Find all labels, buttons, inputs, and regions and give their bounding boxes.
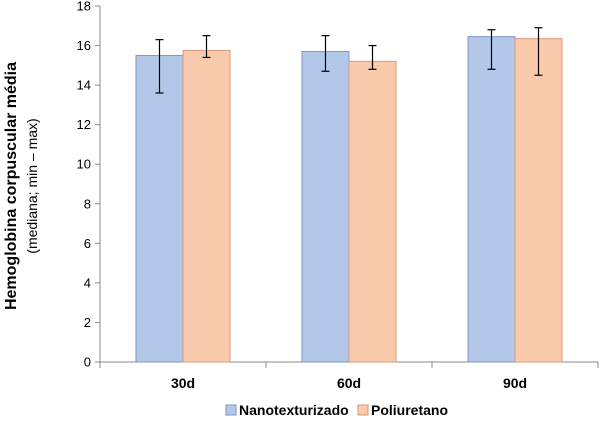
y-tick-label: 8 <box>84 196 91 211</box>
x-tick-label: 30d <box>171 375 195 391</box>
x-axis: 30d 60d 90d <box>99 361 599 391</box>
bar <box>301 50 350 363</box>
y-tick-label: 2 <box>84 315 91 330</box>
y-tick-label: 10 <box>77 157 91 172</box>
y-axis: 0 2 4 6 8 10 12 14 16 18 <box>77 0 101 370</box>
y-axis-sublabel: (mediana; min – max) <box>24 118 40 253</box>
legend-swatch <box>225 404 237 416</box>
y-axis-title: Hemoglobina corpuscular média (mediana; … <box>3 62 40 310</box>
bar <box>135 54 184 363</box>
bar <box>467 36 516 363</box>
legend-label: Nanotexturizado <box>239 402 349 418</box>
legend-label: Poliuretano <box>371 402 448 418</box>
bar <box>514 38 563 363</box>
x-tick-label: 60d <box>337 375 361 391</box>
y-tick-label: 16 <box>77 38 91 53</box>
y-tick-label: 12 <box>77 117 91 132</box>
legend: Nanotexturizado Poliuretano <box>225 402 448 418</box>
x-tick-label: 90d <box>503 375 527 391</box>
legend-swatch <box>357 404 369 416</box>
error-bars <box>155 27 543 94</box>
y-tick-label: 14 <box>77 78 91 93</box>
y-axis-label: Hemoglobina corpuscular média <box>3 62 20 310</box>
y-tick-label: 4 <box>84 275 91 290</box>
y-tick-label: 6 <box>84 236 91 251</box>
bar <box>348 60 397 363</box>
y-tick-label: 0 <box>84 355 91 370</box>
bar <box>182 50 231 363</box>
bars <box>135 36 563 363</box>
y-tick-label: 18 <box>77 0 91 14</box>
